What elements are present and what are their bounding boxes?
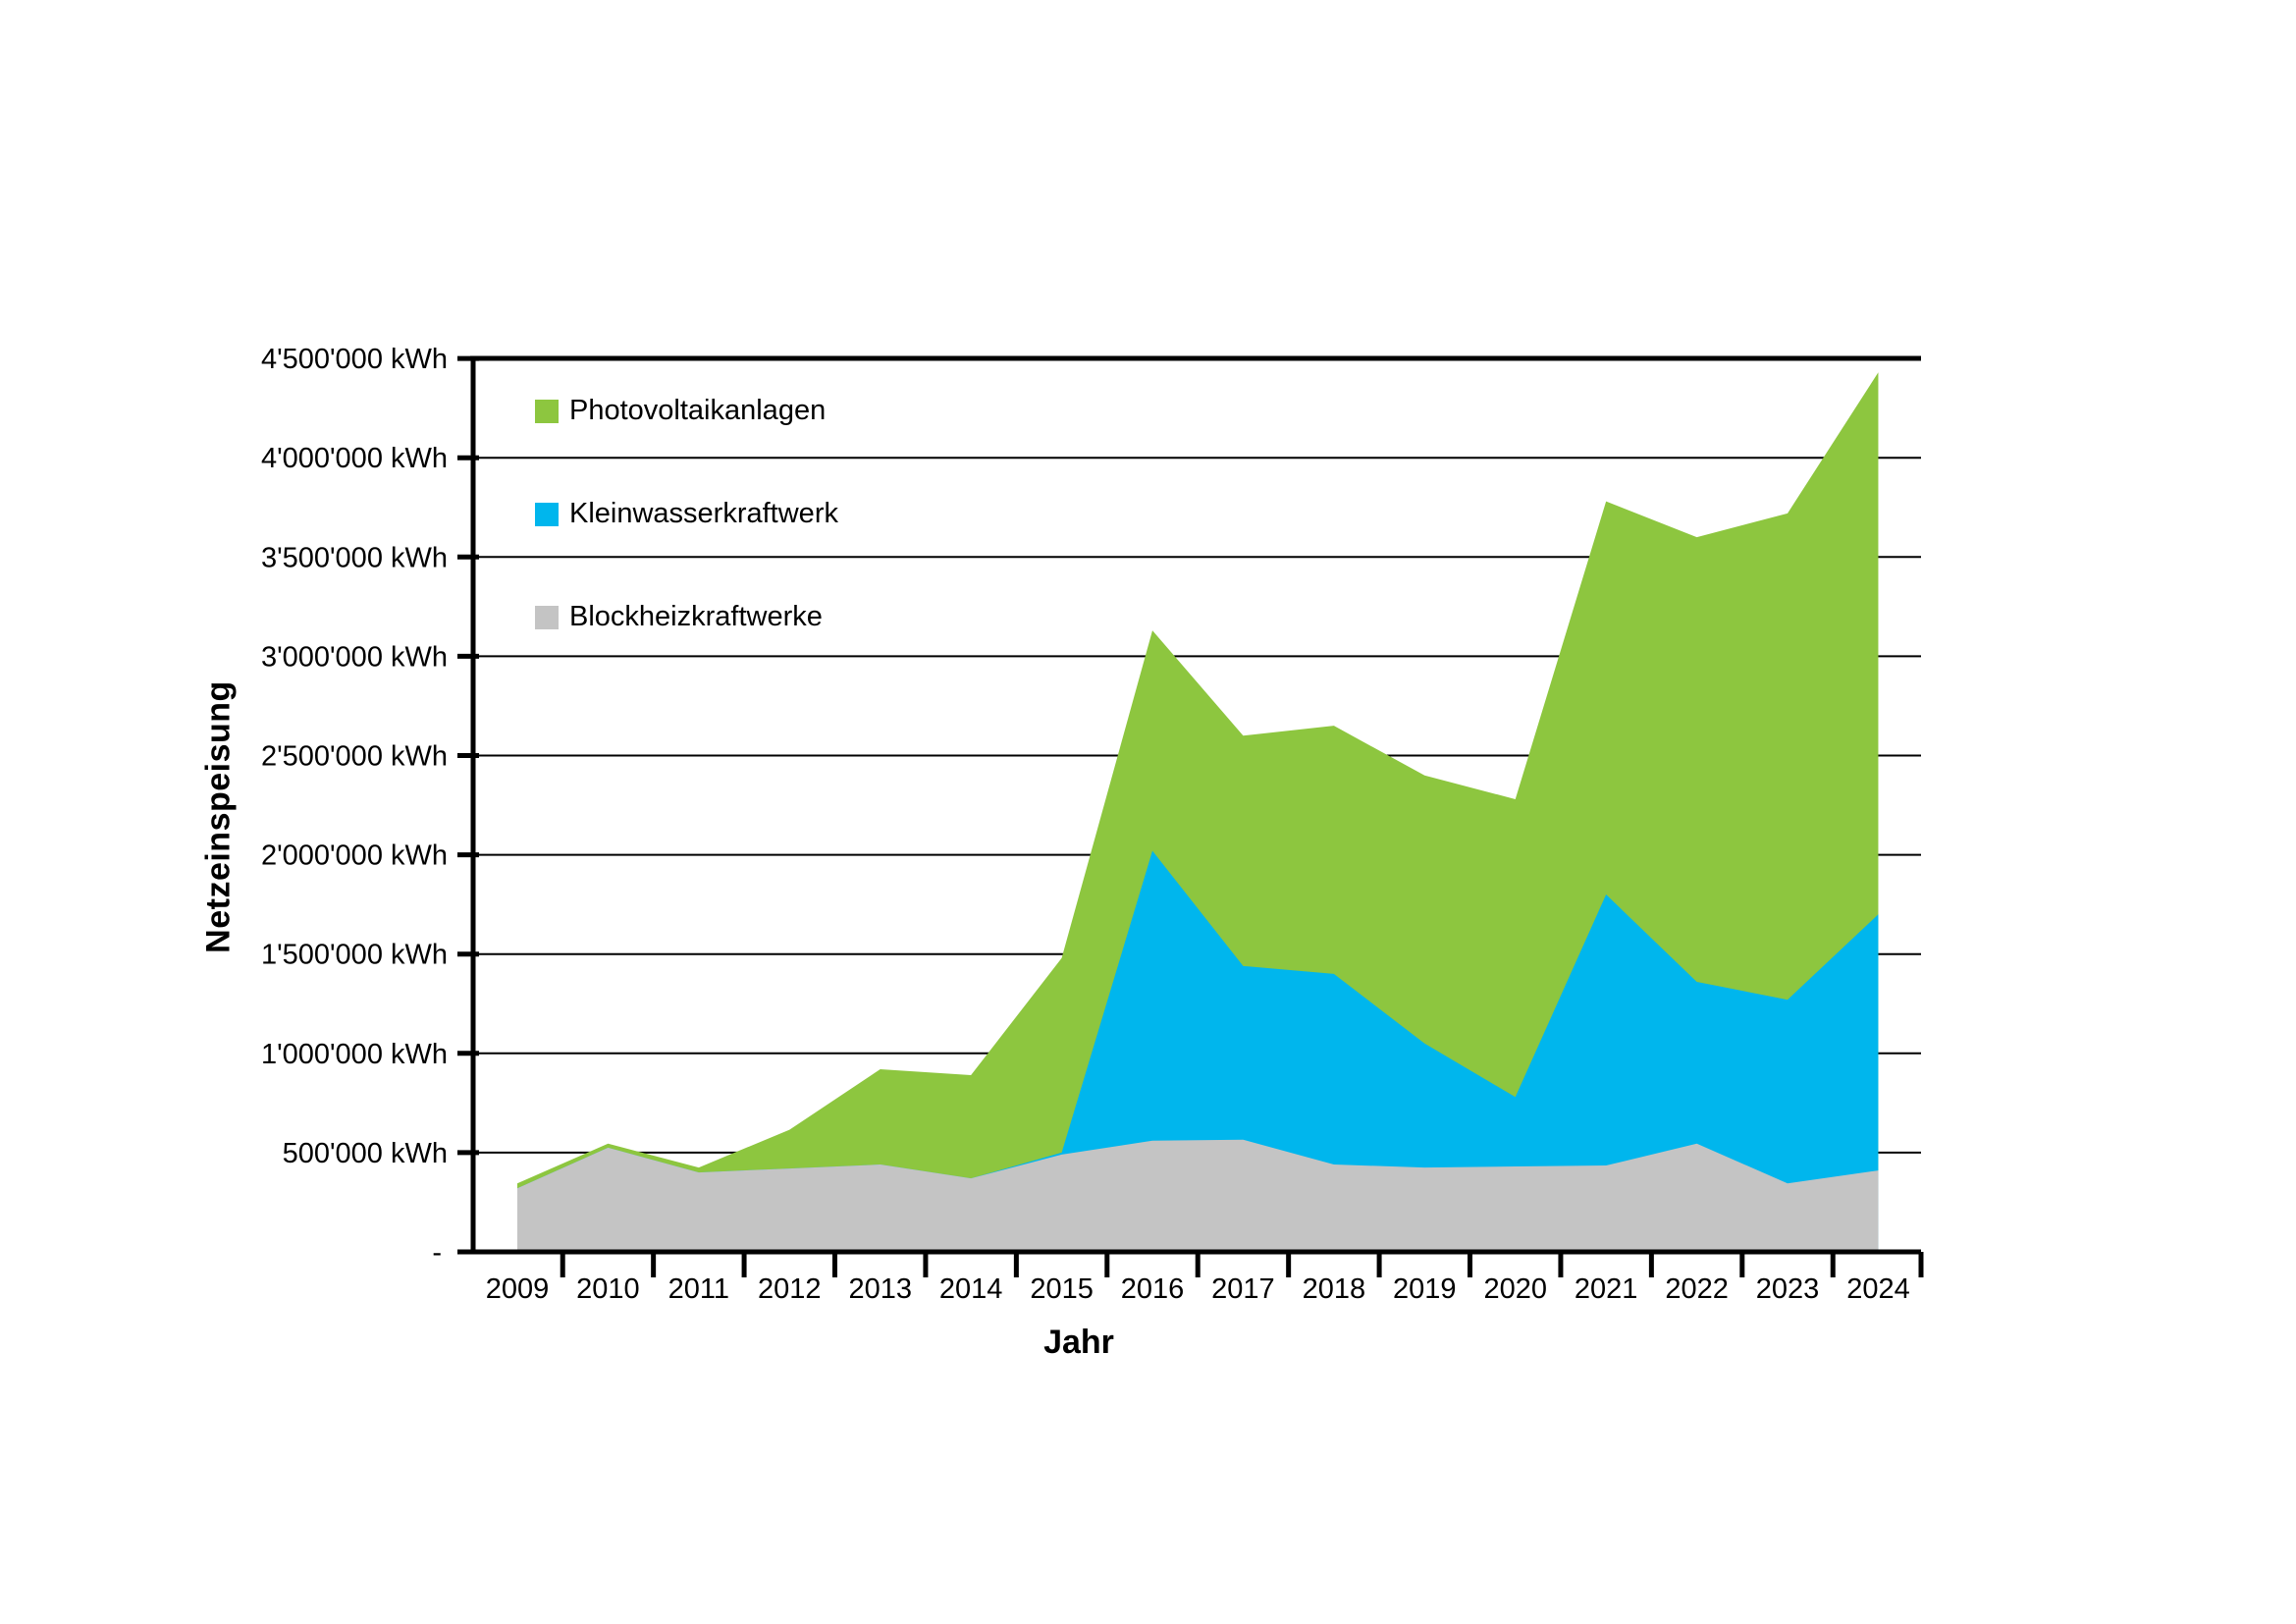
y-axis-tick-label: 3'500'000 kWh xyxy=(261,542,448,573)
x-axis-tick-label: 2010 xyxy=(576,1273,640,1305)
y-axis-tick-label: 3'000'000 kWh xyxy=(261,641,448,673)
x-axis-tick-label: 2015 xyxy=(1030,1273,1094,1305)
x-axis-tick-label: 2013 xyxy=(848,1273,912,1305)
y-axis-tick-label: 1'000'000 kWh xyxy=(261,1039,448,1070)
x-axis-tick-label: 2016 xyxy=(1121,1273,1185,1305)
chart-legend: Photovoltaikanlagen Kleinwasserkraftwerk… xyxy=(535,395,838,704)
legend-item-blockheizkraftwerke: Blockheizkraftwerke xyxy=(535,601,838,633)
legend-swatch-blue xyxy=(535,502,559,526)
x-axis-tick-label: 2024 xyxy=(1846,1273,1910,1305)
legend-item-kleinwasserkraftwerk: Kleinwasserkraftwerk xyxy=(535,498,838,530)
area-kleinwasserkraftwerk xyxy=(517,850,1879,1254)
y-axis-tick-label: 2'000'000 kWh xyxy=(261,840,448,872)
x-axis-tick-label: 2009 xyxy=(486,1273,550,1305)
x-axis-tick-label: 2019 xyxy=(1393,1273,1457,1305)
x-axis-tick-label: 2014 xyxy=(939,1273,1003,1305)
area-photovoltaikanlagen xyxy=(517,372,1879,1254)
x-axis-tick-label: 2020 xyxy=(1483,1273,1547,1305)
x-axis-tick-label: 2012 xyxy=(758,1273,822,1305)
legend-item-photovoltaikanlagen: Photovoltaikanlagen xyxy=(535,395,838,427)
x-axis-tick-label: 2023 xyxy=(1756,1273,1820,1305)
y-axis-tick-label: - xyxy=(432,1237,442,1269)
legend-label: Kleinwasserkraftwerk xyxy=(569,498,838,529)
legend-swatch-gray xyxy=(535,605,559,629)
y-axis-tick-label: 4'000'000 kWh xyxy=(261,443,448,474)
y-axis-tick-label: 2'500'000 kWh xyxy=(261,741,448,773)
y-axis-tick-label: 4'500'000 kWh xyxy=(261,344,448,375)
y-axis-tick-label: 1'500'000 kWh xyxy=(261,940,448,971)
area-blockheizkraftwerke xyxy=(517,1139,1879,1254)
y-axis-title: Netzeinspeisung xyxy=(199,680,238,953)
y-axis-tick-label: 500'000 kWh xyxy=(283,1138,448,1169)
x-axis-tick-label: 2022 xyxy=(1665,1273,1729,1305)
x-axis-tick-label: 2011 xyxy=(668,1273,729,1305)
x-axis-tick-label: 2021 xyxy=(1575,1273,1638,1305)
x-axis-tick-label: 2017 xyxy=(1211,1273,1275,1305)
legend-label: Photovoltaikanlagen xyxy=(569,395,827,426)
x-axis-title: Jahr xyxy=(1043,1324,1114,1361)
legend-label: Blockheizkraftwerke xyxy=(569,601,823,632)
x-axis-tick-label: 2018 xyxy=(1303,1273,1366,1305)
legend-swatch-green xyxy=(535,399,559,423)
